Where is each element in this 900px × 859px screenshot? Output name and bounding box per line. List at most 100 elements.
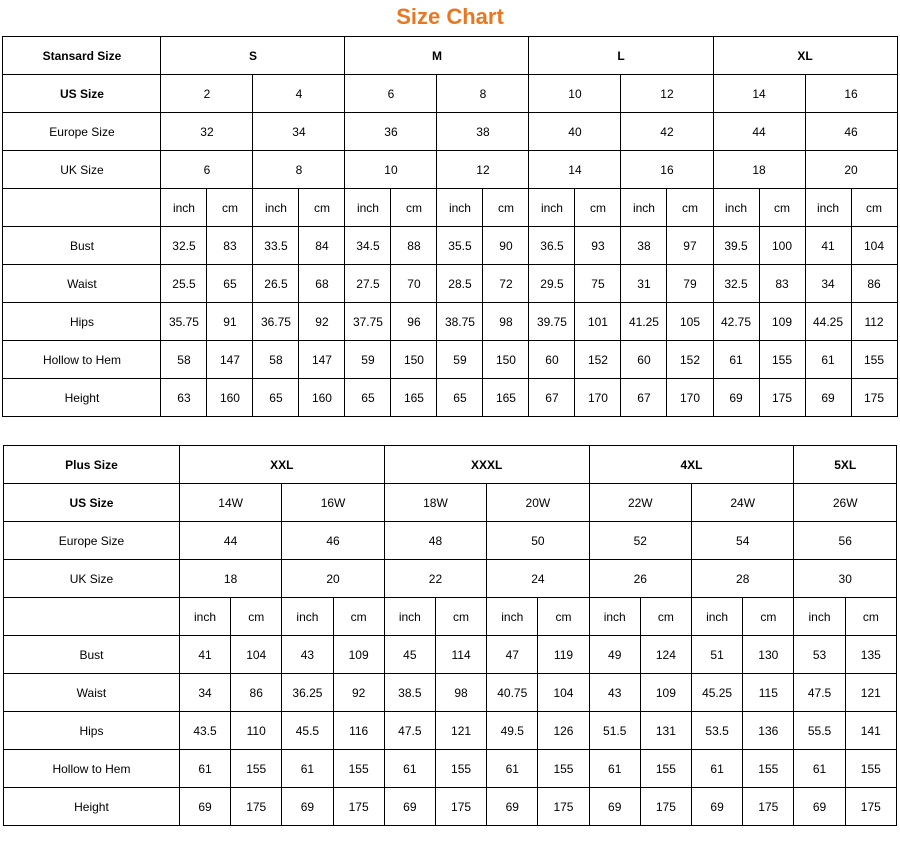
- size-header: XL: [713, 37, 897, 75]
- uk-size: 8: [253, 151, 345, 189]
- measure-value: 63: [161, 379, 207, 417]
- measure-value: 47.5: [794, 674, 845, 712]
- us-size: 16W: [282, 484, 384, 522]
- measure-value: 65: [207, 265, 253, 303]
- measure-value: 121: [435, 712, 486, 750]
- us-size: 18W: [384, 484, 486, 522]
- measure-label: Hips: [3, 303, 161, 341]
- unit-cm: cm: [231, 598, 282, 636]
- us-size: 6: [345, 75, 437, 113]
- measure-value: 41: [805, 227, 851, 265]
- unit-cm: cm: [538, 598, 589, 636]
- measure-value: 36.25: [282, 674, 333, 712]
- measure-value: 90: [483, 227, 529, 265]
- measure-value: 59: [437, 341, 483, 379]
- uk-size: 24: [487, 560, 589, 598]
- row-label: UK Size: [3, 151, 161, 189]
- us-size: 22W: [589, 484, 691, 522]
- measure-value: 40.75: [487, 674, 538, 712]
- measure-value: 110: [231, 712, 282, 750]
- measure-value: 65: [437, 379, 483, 417]
- measure-value: 70: [391, 265, 437, 303]
- measure-value: 131: [640, 712, 691, 750]
- header-label: Plus Size: [4, 446, 180, 484]
- measure-value: 69: [794, 788, 845, 826]
- measure-value: 36.5: [529, 227, 575, 265]
- measure-value: 72: [483, 265, 529, 303]
- eu-size: 44: [179, 522, 281, 560]
- measure-value: 79: [667, 265, 713, 303]
- unit-inch: inch: [437, 189, 483, 227]
- eu-size: 48: [384, 522, 486, 560]
- measure-value: 97: [667, 227, 713, 265]
- us-size: 14W: [179, 484, 281, 522]
- table-row: Waist348636.259238.59840.751044310945.25…: [4, 674, 897, 712]
- measure-value: 53.5: [692, 712, 743, 750]
- measure-value: 36.75: [253, 303, 299, 341]
- measure-value: 121: [845, 674, 896, 712]
- measure-value: 69: [805, 379, 851, 417]
- uk-size: 18: [713, 151, 805, 189]
- us-size: 16: [805, 75, 897, 113]
- measure-value: 96: [391, 303, 437, 341]
- eu-size: 56: [794, 522, 897, 560]
- measure-value: 135: [845, 636, 896, 674]
- uk-size: 20: [805, 151, 897, 189]
- measure-value: 42.75: [713, 303, 759, 341]
- uk-size: 18: [179, 560, 281, 598]
- measure-value: 35.5: [437, 227, 483, 265]
- measure-value: 69: [384, 788, 435, 826]
- standard-size-table: Stansard SizeSMLXLUS Size246810121416Eur…: [2, 36, 897, 417]
- measure-label: Waist: [3, 265, 161, 303]
- measure-value: 170: [667, 379, 713, 417]
- eu-size: 32: [161, 113, 253, 151]
- eu-size: 46: [805, 113, 897, 151]
- measure-value: 51.5: [589, 712, 640, 750]
- measure-value: 65: [253, 379, 299, 417]
- measure-value: 61: [487, 750, 538, 788]
- us-size: 4: [253, 75, 345, 113]
- measure-value: 101: [575, 303, 621, 341]
- us-size: 20W: [487, 484, 589, 522]
- measure-value: 58: [253, 341, 299, 379]
- measure-value: 98: [435, 674, 486, 712]
- size-header: L: [529, 37, 713, 75]
- uk-size: 20: [282, 560, 384, 598]
- measure-value: 175: [538, 788, 589, 826]
- unit-cm: cm: [207, 189, 253, 227]
- measure-value: 37.75: [345, 303, 391, 341]
- unit-inch: inch: [805, 189, 851, 227]
- measure-value: 175: [743, 788, 794, 826]
- measure-value: 105: [667, 303, 713, 341]
- row-label: [4, 598, 180, 636]
- measure-value: 165: [483, 379, 529, 417]
- eu-size: 40: [529, 113, 621, 151]
- eu-size: 50: [487, 522, 589, 560]
- measure-value: 150: [391, 341, 437, 379]
- measure-value: 31: [621, 265, 667, 303]
- page-title: Size Chart: [0, 4, 900, 30]
- measure-label: Height: [3, 379, 161, 417]
- unit-cm: cm: [759, 189, 805, 227]
- measure-value: 38: [621, 227, 667, 265]
- measure-label: Height: [4, 788, 180, 826]
- unit-inch: inch: [589, 598, 640, 636]
- table-row: Plus SizeXXLXXXL4XL5XL: [4, 446, 897, 484]
- measure-value: 39.5: [713, 227, 759, 265]
- measure-value: 25.5: [161, 265, 207, 303]
- unit-cm: cm: [743, 598, 794, 636]
- measure-value: 41: [179, 636, 230, 674]
- table-row: Europe Size3234363840424446: [3, 113, 897, 151]
- measure-value: 61: [384, 750, 435, 788]
- unit-inch: inch: [282, 598, 333, 636]
- measure-value: 109: [759, 303, 805, 341]
- table-row: Height6316065160651656516567170671706917…: [3, 379, 897, 417]
- measure-value: 152: [667, 341, 713, 379]
- measure-value: 155: [640, 750, 691, 788]
- unit-inch: inch: [692, 598, 743, 636]
- measure-value: 92: [299, 303, 345, 341]
- measure-value: 51: [692, 636, 743, 674]
- size-header: XXXL: [384, 446, 589, 484]
- measure-value: 141: [845, 712, 896, 750]
- measure-value: 98: [483, 303, 529, 341]
